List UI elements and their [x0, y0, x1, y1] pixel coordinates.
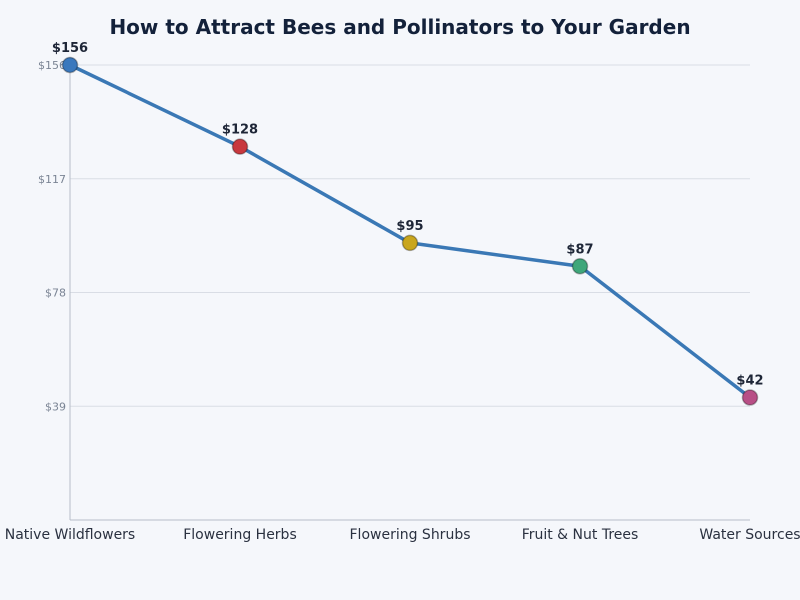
data-point: [231, 138, 249, 155]
grid-lines: [70, 64, 750, 407]
data-label: $95: [396, 219, 423, 234]
data-label: $42: [736, 374, 763, 389]
y-axis-tick-labels: $39 $78 $117 $156: [38, 59, 66, 413]
y-tick-label: $39: [45, 400, 66, 413]
data-label: $156: [52, 41, 88, 56]
x-tick-label: Flowering Shrubs: [350, 527, 471, 543]
x-tick-label: Flowering Herbs: [183, 527, 297, 543]
x-axis-tick-labels: Native Wildflowers Flowering Herbs Floweri…: [5, 527, 800, 543]
chart-title: How to Attract Bees and Pollinators to Y…: [109, 15, 690, 39]
y-tick-label: $78: [45, 287, 66, 300]
data-point: [61, 56, 79, 74]
data-label: $128: [222, 123, 258, 138]
data-labels: $156 $128 $95 $87 $42: [52, 41, 764, 389]
data-points: [61, 56, 759, 406]
x-tick-label: Fruit & Nut Trees: [522, 527, 639, 543]
y-tick-label: $117: [38, 173, 66, 186]
y-tick-label: $156: [38, 59, 66, 72]
x-tick-label: Water Sources: [699, 527, 800, 543]
data-point: [741, 389, 759, 406]
x-tick-label: Native Wildflowers: [5, 527, 135, 543]
data-point: [401, 234, 419, 252]
data-point: [571, 258, 589, 275]
data-label: $87: [566, 242, 593, 257]
